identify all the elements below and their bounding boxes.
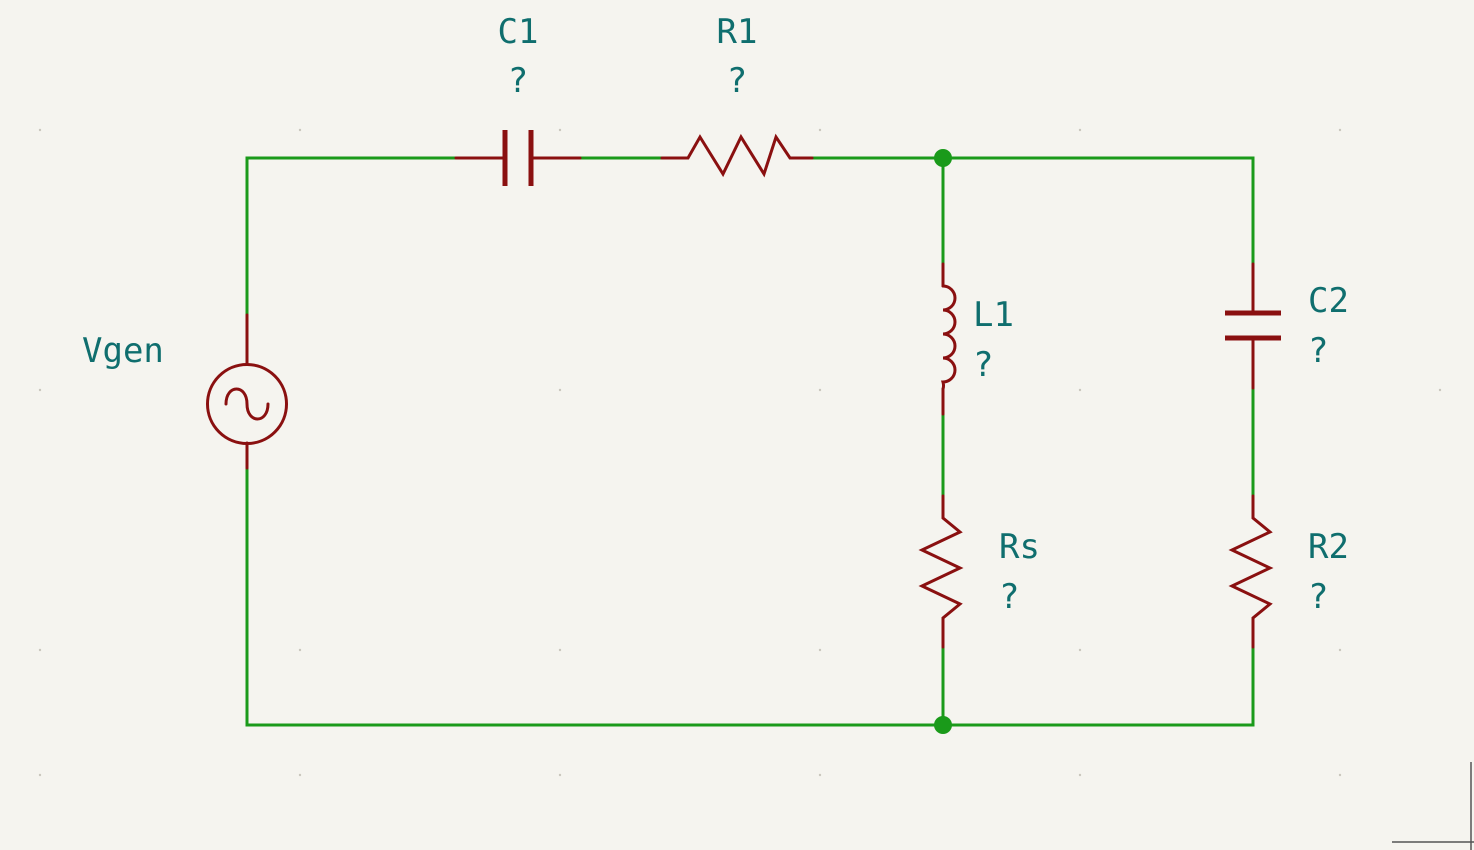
c1-symbol[interactable]: [454, 130, 582, 186]
c2-ref-label: C2: [1308, 281, 1349, 321]
junction-top: [934, 149, 952, 167]
r1-ref-label: R1: [717, 12, 758, 52]
wire-bottom[interactable]: [245, 466, 1255, 727]
vgen-symbol[interactable]: [206, 313, 288, 470]
vgen-ref-label: Vgen: [82, 331, 164, 371]
c1-value-label: ?: [508, 61, 528, 101]
c2-value-label: ?: [1308, 331, 1328, 371]
rs-symbol[interactable]: [918, 494, 964, 649]
rs-ref-label: Rs: [999, 527, 1040, 567]
l1-symbol[interactable]: [940, 262, 957, 416]
r1-value-label: ?: [727, 61, 747, 101]
c1-ref-label: C1: [498, 12, 539, 52]
rs-value-label: ?: [999, 577, 1019, 617]
wires: [245, 156, 1255, 727]
grid-dots: [38, 128, 1442, 777]
wire-r1-right-top[interactable]: [810, 156, 1255, 266]
r2-symbol[interactable]: [1228, 494, 1274, 649]
sheet-border-corner: [1392, 762, 1474, 850]
r2-ref-label: R2: [1308, 527, 1349, 567]
junction-bottom: [934, 716, 952, 734]
r1-symbol[interactable]: [660, 133, 814, 178]
l1-ref-label: L1: [973, 295, 1014, 335]
c2-symbol[interactable]: [1225, 262, 1281, 390]
r2-value-label: ?: [1308, 577, 1328, 617]
wire-left-top[interactable]: [245, 156, 458, 317]
l1-value-label: ?: [973, 345, 993, 385]
